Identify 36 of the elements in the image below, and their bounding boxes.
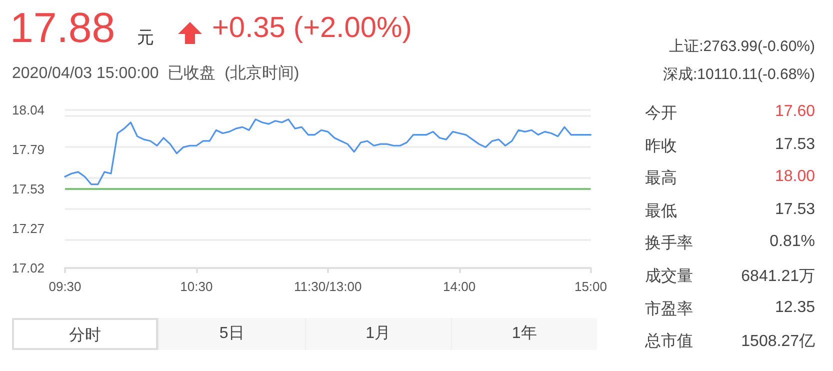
text: 12.35 bbox=[774, 298, 815, 317]
text: 上证:2763.99(-0.60%) bbox=[669, 37, 815, 56]
text: 17.53 bbox=[774, 136, 815, 154]
text: 17.53 bbox=[774, 200, 815, 219]
text: 6841.21万 bbox=[741, 267, 815, 287]
text: 1月 bbox=[304, 318, 451, 350]
text: 5日 bbox=[158, 318, 304, 350]
text: 最低 bbox=[645, 202, 677, 222]
y-tick-label: 17.02 bbox=[12, 260, 45, 276]
chart-subtitle: +0.35 (+2.00%) bbox=[212, 12, 412, 45]
y-tick-label: 18.04 bbox=[12, 102, 45, 118]
text: 1508.27亿 bbox=[741, 332, 815, 352]
text: 深成:10110.11(-0.68%) bbox=[662, 65, 815, 84]
chart-title: 17.88 元 bbox=[10, 4, 154, 52]
text: 总市值 bbox=[645, 332, 693, 352]
text: 2020/04/03 15:00:00 已收盘 (北京时间) bbox=[12, 64, 300, 84]
text: 17.60 bbox=[774, 103, 815, 121]
y-tick-label: 17.53 bbox=[12, 182, 45, 196]
text: 最高 bbox=[645, 168, 677, 190]
x-tick-label: 15:00 bbox=[574, 279, 608, 294]
text: 分时 bbox=[12, 318, 158, 350]
text: 成交量 bbox=[645, 266, 693, 287]
y-tick-label: 17.27 bbox=[12, 221, 45, 236]
x-tick-label: 14:00 bbox=[443, 279, 476, 294]
text: 今开 bbox=[645, 104, 677, 124]
x-tick-label: 11:30/13:00 bbox=[294, 279, 362, 294]
text: 昨收 bbox=[645, 136, 677, 157]
line-series bbox=[64, 118, 592, 186]
x-tick-label: 09:30 bbox=[48, 279, 82, 294]
y-tick-label: 17.79 bbox=[12, 142, 45, 157]
text: 换手率 bbox=[645, 234, 693, 254]
text: 18.00 bbox=[774, 168, 815, 186]
text: 0.81% bbox=[770, 233, 815, 252]
x-tick-label: 10:30 bbox=[180, 279, 213, 294]
text: 市盈率 bbox=[645, 300, 693, 320]
text: 1年 bbox=[450, 318, 597, 350]
